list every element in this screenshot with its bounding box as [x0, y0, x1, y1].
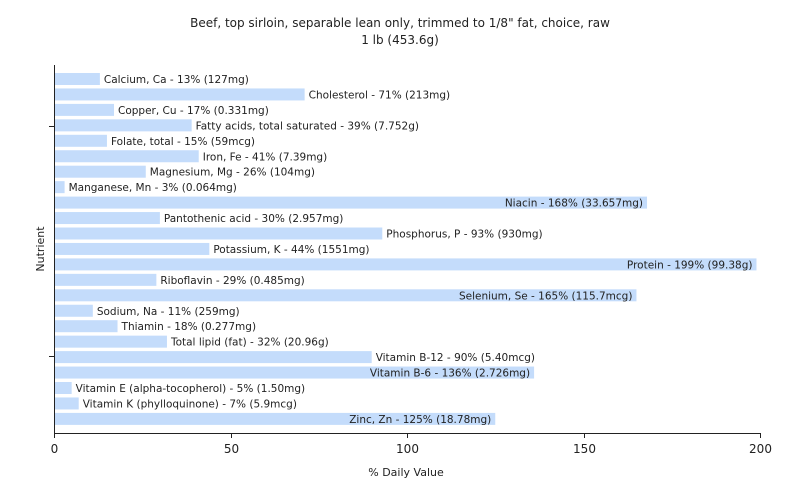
bar-label: Selenium, Se - 165% (115.7mcg)	[459, 290, 633, 302]
bar-label: Fatty acids, total saturated - 39% (7.75…	[196, 120, 419, 132]
bar-label: Phosphorus, P - 93% (930mg)	[386, 229, 542, 241]
bar	[55, 258, 757, 271]
bar	[55, 181, 65, 194]
bar	[55, 150, 199, 163]
bar-label: Thiamin - 18% (0.277mg)	[121, 321, 257, 333]
bar-label: Protein - 199% (99.38g)	[627, 259, 753, 271]
bar-label: Vitamin B-12 - 90% (5.40mcg)	[376, 352, 535, 364]
x-tick-label: 100	[396, 442, 419, 456]
bar	[55, 304, 93, 317]
chart-subtitle: 1 lb (453.6g)	[361, 33, 439, 47]
bar	[55, 320, 118, 333]
x-tick-label: 0	[51, 442, 59, 456]
bar	[55, 196, 648, 209]
bar	[55, 412, 496, 425]
bar	[55, 382, 72, 394]
x-axis-label: % Daily Value	[368, 466, 444, 479]
bar	[55, 242, 210, 255]
bar-label: Niacin - 168% (33.657mg)	[505, 198, 643, 210]
bar	[55, 103, 115, 116]
bar	[55, 119, 192, 132]
bar	[55, 273, 157, 286]
bar	[55, 351, 372, 364]
bar-label: Pantothenic acid - 30% (2.957mg)	[164, 213, 343, 225]
x-tick-label: 50	[224, 442, 239, 456]
bar	[55, 212, 160, 225]
bar	[55, 88, 305, 101]
bar-label: Manganese, Mn - 3% (0.064mg)	[69, 182, 237, 194]
bar	[55, 73, 100, 85]
y-axis-label: Nutrient	[34, 226, 47, 272]
chart-title: Beef, top sirloin, separable lean only, …	[190, 16, 610, 30]
bar-label: Vitamin B-6 - 136% (2.726mg)	[370, 368, 530, 380]
bar-label: Sodium, Na - 11% (259mg)	[97, 306, 240, 318]
bar-label: Folate, total - 15% (59mcg)	[111, 136, 255, 148]
bar-label: Copper, Cu - 17% (0.331mg)	[118, 105, 269, 117]
bar-label: Total lipid (fat) - 32% (20.96g)	[170, 337, 329, 349]
bar	[55, 134, 107, 147]
x-tick-label: 150	[573, 442, 596, 456]
y-axis-ticks	[49, 126, 54, 357]
bar-label: Cholesterol - 71% (213mg)	[309, 89, 451, 101]
bar	[55, 397, 79, 410]
bar	[55, 227, 383, 240]
bar-label: Potassium, K - 44% (1551mg)	[213, 244, 369, 256]
bar-label: Calcium, Ca - 13% (127mg)	[104, 74, 249, 86]
bar-label: Riboflavin - 29% (0.485mg)	[160, 275, 304, 287]
bar-label: Iron, Fe - 41% (7.39mg)	[203, 151, 327, 163]
bar	[55, 165, 146, 178]
bar	[55, 335, 167, 348]
x-tick-label: 200	[749, 442, 772, 456]
bar	[55, 289, 637, 302]
bar-label: Vitamin E (alpha-tocopherol) - 5% (1.50m…	[76, 383, 306, 395]
x-axis-ticks: 0 50 100 150 200	[51, 433, 772, 456]
bar-label: Zinc, Zn - 125% (18.78mg)	[349, 414, 491, 426]
bar-label: Vitamin K (phylloquinone) - 7% (5.9mcg)	[83, 398, 297, 410]
bar-label: Magnesium, Mg - 26% (104mg)	[150, 167, 315, 179]
bar	[55, 366, 535, 379]
bars-group: Calcium, Ca - 13% (127mg) Cholesterol - 7…	[55, 73, 757, 426]
